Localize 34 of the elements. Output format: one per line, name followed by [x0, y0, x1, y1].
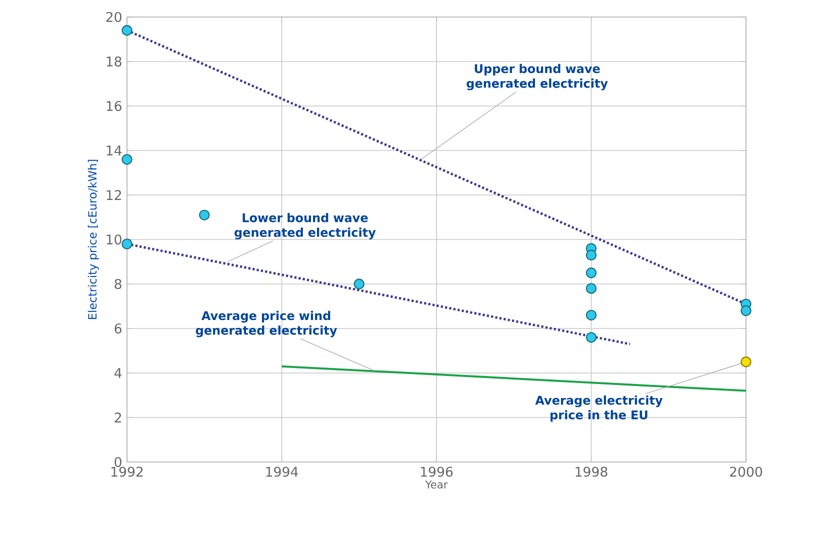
x-tick-label: 1996: [420, 466, 453, 477]
point: [740, 356, 752, 368]
point: [586, 268, 597, 278]
x-tick-label: 2000: [730, 466, 762, 477]
y-tick-label: 0: [114, 456, 122, 468]
point: [122, 238, 132, 250]
x-axis-title: Year: [425, 480, 448, 489]
y-tick-label: 6: [114, 323, 122, 334]
y-tick-label: 10: [106, 234, 122, 245]
point: [586, 310, 597, 320]
x-tick-label: 1992: [112, 466, 143, 477]
y-tick-label: 12: [106, 190, 121, 200]
y-tick-label: 4: [114, 368, 122, 378]
x-tick-label: 1994: [266, 466, 298, 477]
point: [199, 210, 210, 220]
annotation: Average price wind generated electricity: [196, 310, 338, 338]
y-tick-label: 14: [106, 146, 122, 156]
y-tick-label: 2: [114, 412, 121, 422]
annotation: Average electricity price in the EU: [535, 395, 663, 422]
point: [354, 278, 364, 290]
point: [740, 305, 752, 316]
y-axis-title: Electricity price [cEuro/kWh]: [88, 160, 99, 320]
annotation: Lower bound wave generated electricity: [234, 212, 376, 240]
point: [586, 332, 597, 343]
y-tick-label: 20: [106, 12, 122, 22]
point: [586, 250, 597, 260]
point: [122, 154, 132, 165]
point: [122, 25, 132, 36]
x-tick-label: 1998: [576, 466, 608, 477]
annotation: Upper bound wave generated electricity: [466, 64, 608, 90]
y-tick-label: 18: [106, 56, 122, 67]
point: [586, 283, 597, 294]
y-tick-label: 16: [106, 100, 122, 112]
y-tick-label: 8: [114, 278, 122, 290]
